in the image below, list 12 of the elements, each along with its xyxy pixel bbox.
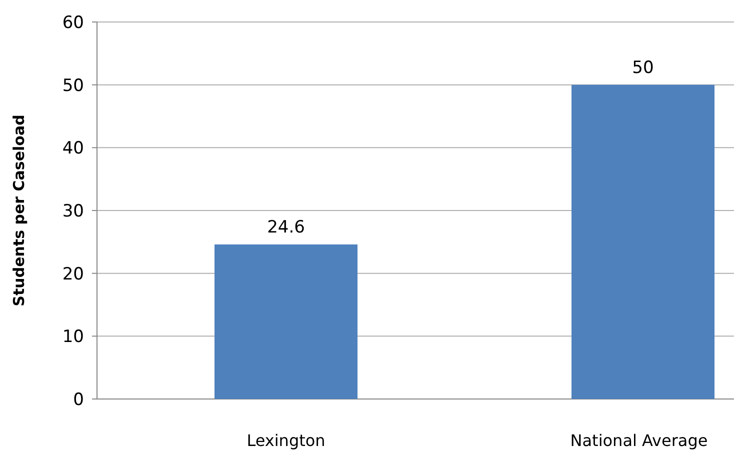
y-tick-label: 30: [62, 201, 84, 222]
y-axis-title: Students per Caseload: [10, 114, 28, 306]
y-tick-label: 60: [62, 12, 84, 33]
x-tick-label: National Average: [570, 431, 708, 450]
y-tick-label: 50: [62, 76, 84, 96]
data-label: 50: [632, 58, 654, 78]
data-label: 24.6: [267, 217, 305, 238]
y-tick-label: 10: [62, 327, 84, 348]
y-tick-label: 40: [62, 138, 84, 159]
y-tick-label: 20: [62, 264, 84, 284]
x-tick-label: Lexington: [246, 431, 326, 450]
y-tick-label: 0: [73, 390, 84, 410]
